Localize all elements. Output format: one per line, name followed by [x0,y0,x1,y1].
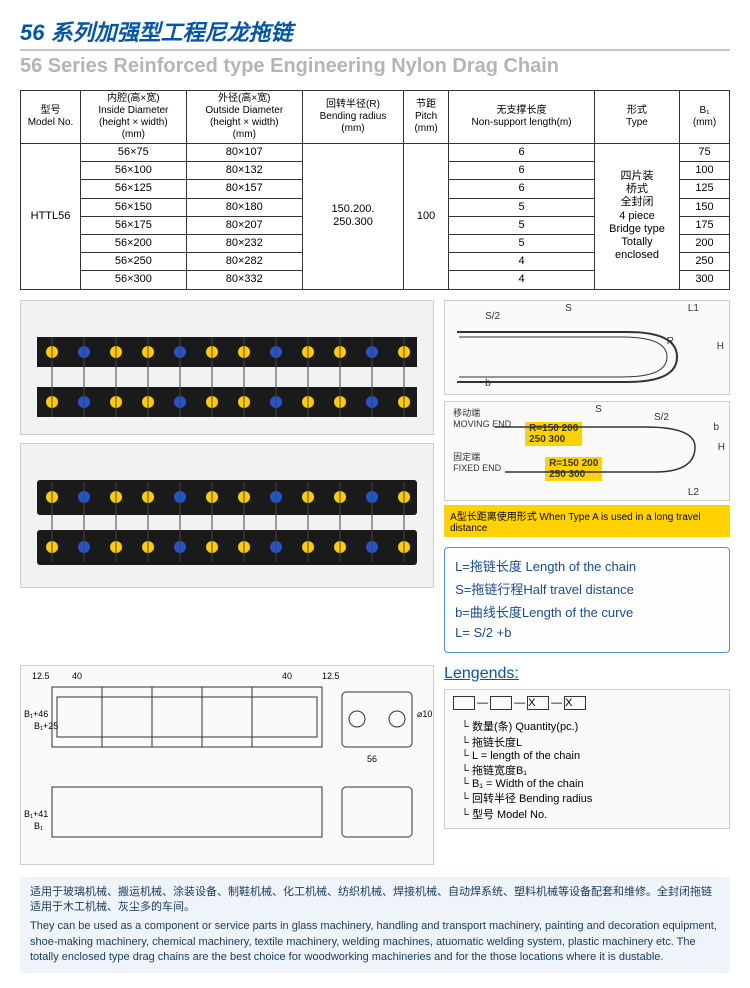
cell-b1: 100 [680,162,730,180]
cell-inside: 56×200 [81,234,187,252]
svg-text:⌀10: ⌀10 [417,709,432,719]
legend-item: └ B₁ = Width of the chain [461,778,723,790]
legend-item: └ 拖链长度L [461,734,723,750]
cell-inside: 56×75 [81,144,187,162]
formula-box: L=拖链长度 Length of the chain S=拖链行程Half tr… [444,547,730,653]
legend-item: └ L = length of the chain [461,750,723,762]
footer-description: 适用于玻璃机械、搬运机械、涂装设备、制鞋机械、化工机械、纺织机械、焊接机械、自动… [20,877,730,974]
cell-support: 5 [449,234,595,252]
th-radius: 回转半径(R) Bending radius (mm) [302,91,403,144]
formula-b: b=曲线长度Length of the curve [455,602,719,621]
cell-outside: 80×157 [186,180,302,198]
cell-outside: 80×282 [186,253,302,271]
svg-text:12.5: 12.5 [32,671,50,681]
th-pitch: 节距 Pitch (mm) [404,91,449,144]
schematic-side-view: S S/2 L1 R H b [444,300,730,395]
cell-pitch: 100 [404,144,449,290]
footer-en: They can be used as a component or servi… [30,919,720,965]
th-support: 无支撑长度 Non-support length(m) [449,91,595,144]
svg-text:56: 56 [367,754,377,764]
cell-inside: 56×175 [81,216,187,234]
cell-b1: 150 [680,198,730,216]
product-photo-enclosed [20,443,434,588]
legend-item: └ 型号 Model No. [461,806,723,822]
cell-outside: 80×107 [186,144,302,162]
cell-support: 4 [449,271,595,289]
legend-title: Lengends: [444,665,730,683]
legend-item: └ 拖链宽度B₁ [461,762,723,778]
th-b1: B₁ (mm) [680,91,730,144]
cell-support: 5 [449,216,595,234]
type-a-note: A型长距离使用形式 When Type A is used in a long … [444,505,730,537]
formula-L: L=拖链长度 Length of the chain [455,556,719,575]
svg-text:40: 40 [282,671,292,681]
cell-b1: 125 [680,180,730,198]
th-model: 型号 Model No. [21,91,81,144]
cell-support: 5 [449,198,595,216]
spec-table: 型号 Model No. 内腔(高×宽) Inside Diameter (he… [20,90,730,290]
cell-outside: 80×180 [186,198,302,216]
legend-item: └ 回转半径 Bending radius [461,790,723,806]
cell-model: HTTL56 [21,144,81,290]
formula-eq: L= S/2 +b [455,625,719,640]
cell-outside: 80×232 [186,234,302,252]
cell-support: 6 [449,162,595,180]
cell-radius: 150.200. 250.300 [302,144,403,290]
title-divider [20,49,730,51]
cell-inside: 56×300 [81,271,187,289]
cell-outside: 80×332 [186,271,302,289]
cell-inside: 56×150 [81,198,187,216]
cell-b1: 200 [680,234,730,252]
cell-inside: 56×125 [81,180,187,198]
title-chinese: 56 系列加强型工程尼龙拖链 [20,15,730,47]
cell-support: 6 [449,180,595,198]
svg-text:B₁+41: B₁+41 [24,809,48,819]
dimension-drawing: 12.5 40 40 12.5 B₁+46 B₁+25 56 ⌀10 B₁+41… [20,665,434,865]
cell-support: 6 [449,144,595,162]
cell-inside: 56×250 [81,253,187,271]
cell-support: 4 [449,253,595,271]
cell-b1: 175 [680,216,730,234]
th-inside: 内腔(高×宽) Inside Diameter (height × width)… [81,91,187,144]
schematic-travel: 移动端MOVING END 固定端FIXED END S S/2 b H L2 … [444,401,730,501]
legend-item: └ 数量(条) Quantity(pc.) [461,718,723,734]
cell-inside: 56×100 [81,162,187,180]
cell-outside: 80×207 [186,216,302,234]
cell-b1: 300 [680,271,730,289]
th-type: 形式 Type [595,91,680,144]
formula-S: S=拖链行程Half travel distance [455,579,719,598]
chain-bridge-svg [27,307,427,427]
svg-text:B₁+25: B₁+25 [34,721,58,731]
svg-text:12.5: 12.5 [322,671,340,681]
cell-b1: 250 [680,253,730,271]
cell-type: 四片装 桥式 全封闭 4 piece Bridge type Totally e… [595,144,680,290]
product-photo-bridge [20,300,434,435]
legend-diagram: ——X—X └ 数量(条) Quantity(pc.)└ 拖链长度L└ L = … [444,689,730,829]
footer-cn: 适用于玻璃机械、搬运机械、涂装设备、制鞋机械、化工机械、纺织机械、焊接机械、自动… [30,885,720,916]
cell-b1: 75 [680,144,730,162]
chain-enclosed-svg [27,450,427,580]
svg-text:40: 40 [72,671,82,681]
svg-text:B₁: B₁ [34,821,43,831]
th-outside: 外径(高×宽) Outside Diameter (height × width… [186,91,302,144]
title-english: 56 Series Reinforced type Engineering Ny… [20,55,730,78]
svg-text:B₁+46: B₁+46 [24,709,48,719]
cell-outside: 80×132 [186,162,302,180]
